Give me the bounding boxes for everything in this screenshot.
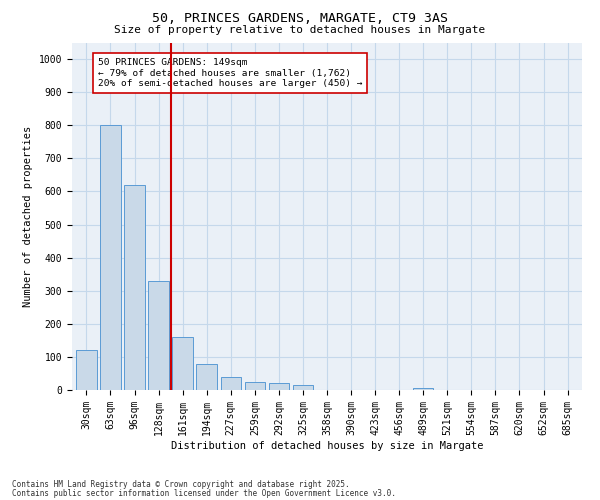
X-axis label: Distribution of detached houses by size in Margate: Distribution of detached houses by size … xyxy=(171,440,483,450)
Text: Size of property relative to detached houses in Margate: Size of property relative to detached ho… xyxy=(115,25,485,35)
Bar xyxy=(148,281,169,390)
Bar xyxy=(245,382,265,390)
Bar xyxy=(293,385,313,390)
Text: 50 PRINCES GARDENS: 149sqm
← 79% of detached houses are smaller (1,762)
20% of s: 50 PRINCES GARDENS: 149sqm ← 79% of deta… xyxy=(97,58,362,88)
Bar xyxy=(76,350,97,390)
Bar xyxy=(100,125,121,390)
Bar xyxy=(221,378,241,390)
Text: Contains HM Land Registry data © Crown copyright and database right 2025.: Contains HM Land Registry data © Crown c… xyxy=(12,480,350,489)
Bar xyxy=(196,364,217,390)
Y-axis label: Number of detached properties: Number of detached properties xyxy=(23,126,33,307)
Bar xyxy=(172,337,193,390)
Bar xyxy=(269,382,289,390)
Bar xyxy=(413,388,433,390)
Text: 50, PRINCES GARDENS, MARGATE, CT9 3AS: 50, PRINCES GARDENS, MARGATE, CT9 3AS xyxy=(152,12,448,26)
Text: Contains public sector information licensed under the Open Government Licence v3: Contains public sector information licen… xyxy=(12,488,396,498)
Bar xyxy=(124,185,145,390)
